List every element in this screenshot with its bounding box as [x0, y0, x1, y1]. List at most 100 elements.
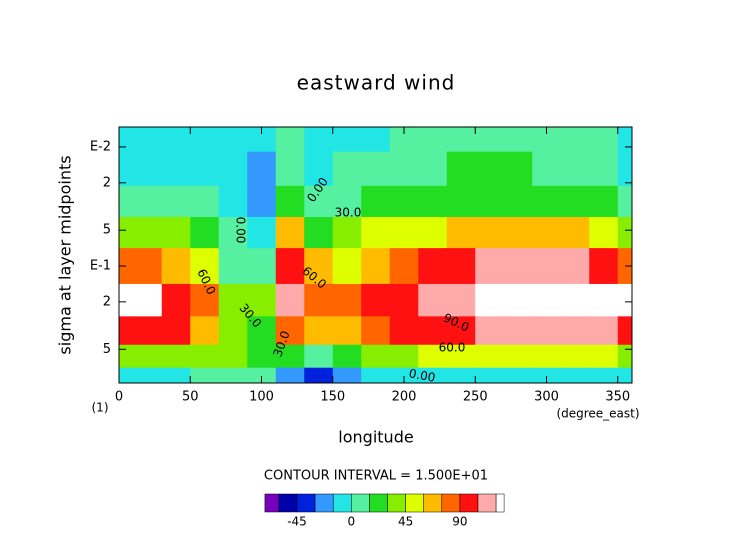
contour-cell [218, 344, 248, 369]
contour-cell [133, 344, 163, 369]
contour-cell [389, 151, 419, 187]
contour-cell [532, 316, 562, 346]
contour-cell [247, 316, 277, 346]
contour-cell [418, 316, 448, 346]
contour-cell [560, 216, 590, 249]
contour-cell [446, 283, 476, 317]
contour-cell [133, 151, 163, 187]
contour-cell [389, 367, 419, 384]
y-axis-label: sigma at layer midpoints [56, 155, 75, 354]
colorbar-box [495, 493, 505, 513]
contour-cell [560, 367, 590, 384]
y-tick-label: 5 [103, 342, 111, 357]
contour-cell [560, 344, 590, 369]
contour-cell [332, 127, 362, 153]
contour-cell [361, 216, 391, 249]
contour-cell [418, 185, 448, 218]
contour-cell [503, 127, 533, 153]
contour-cell [389, 216, 419, 249]
contour-label: 0.00 [408, 366, 437, 384]
contour-cell [446, 248, 476, 285]
contour-cell [503, 248, 533, 285]
colorbar-box [459, 493, 479, 513]
contour-cell [332, 344, 362, 369]
contour-cell [589, 216, 619, 249]
colorbar-box [477, 493, 497, 513]
contour-cell [247, 283, 277, 317]
contour-cell [503, 283, 533, 317]
contour-cell [418, 151, 448, 187]
contour-cell [190, 216, 220, 249]
chart-title: eastward wind [297, 71, 456, 95]
contour-cell [617, 283, 633, 317]
contour-cell [560, 185, 590, 218]
x-tick-label: 350 [605, 390, 630, 405]
contour-cell [218, 127, 248, 153]
contour-cell [446, 367, 476, 384]
y-tick-label: E-1 [90, 259, 111, 274]
x-tick-label: 300 [534, 390, 559, 405]
contour-cell [532, 151, 562, 187]
colorbar-box [405, 493, 424, 513]
contour-cell [446, 316, 476, 346]
contour-cell [475, 185, 505, 218]
contour-cell [161, 185, 191, 218]
contour-cell [475, 216, 505, 249]
contour-cell [218, 151, 248, 187]
contour-cell [133, 248, 163, 285]
contour-cell [161, 283, 191, 317]
contour-cell [361, 248, 391, 285]
contour-cell [589, 367, 619, 384]
contour-cell [475, 367, 505, 384]
contour-cell [275, 216, 305, 249]
contour-cell [532, 216, 562, 249]
contour-cell [532, 367, 562, 384]
contour-cell [275, 367, 305, 384]
colorbar-label: 90 [452, 515, 467, 529]
contour-cell [589, 248, 619, 285]
contour-cell [503, 367, 533, 384]
contour-cell [190, 151, 220, 187]
contour-cell [361, 185, 391, 218]
colorbar-box [441, 493, 461, 513]
contour-cell [133, 283, 163, 317]
contour-cell [617, 344, 633, 369]
contour-cell [361, 127, 391, 153]
contour-cell [475, 127, 505, 153]
colorbar-box [264, 493, 280, 513]
contour-cell [475, 151, 505, 187]
contour-cell [475, 344, 505, 369]
plot-frame [118, 126, 633, 384]
contour-cell [503, 344, 533, 369]
contour-cell [275, 283, 305, 317]
contour-cell [275, 344, 305, 369]
contour-cell [475, 316, 505, 346]
contour-cell [617, 127, 633, 153]
contour-cell [161, 248, 191, 285]
contour-cell [247, 248, 277, 285]
contour-cell [532, 283, 562, 317]
contour-cell [247, 367, 277, 384]
colorbar-box [423, 493, 443, 513]
contour-cell [119, 316, 134, 346]
contour-cell [589, 151, 619, 187]
contour-cell [119, 216, 134, 249]
contour-cell [503, 185, 533, 218]
contour-cell [361, 283, 391, 317]
contour-cell [247, 185, 277, 218]
contour-cell [560, 248, 590, 285]
contour-cell [560, 151, 590, 187]
contour-cell [418, 344, 448, 369]
contour-cell [133, 127, 163, 153]
colorbar-box [278, 493, 298, 513]
contour-cell [389, 316, 419, 346]
contour-cell [446, 151, 476, 187]
colorbar-label: 0 [347, 515, 355, 529]
contour-cell [589, 316, 619, 346]
x-tick-label: 100 [249, 390, 274, 405]
contour-cell [361, 344, 391, 369]
contour-cell [119, 127, 134, 153]
contour-cell [247, 344, 277, 369]
contour-cell [161, 216, 191, 249]
